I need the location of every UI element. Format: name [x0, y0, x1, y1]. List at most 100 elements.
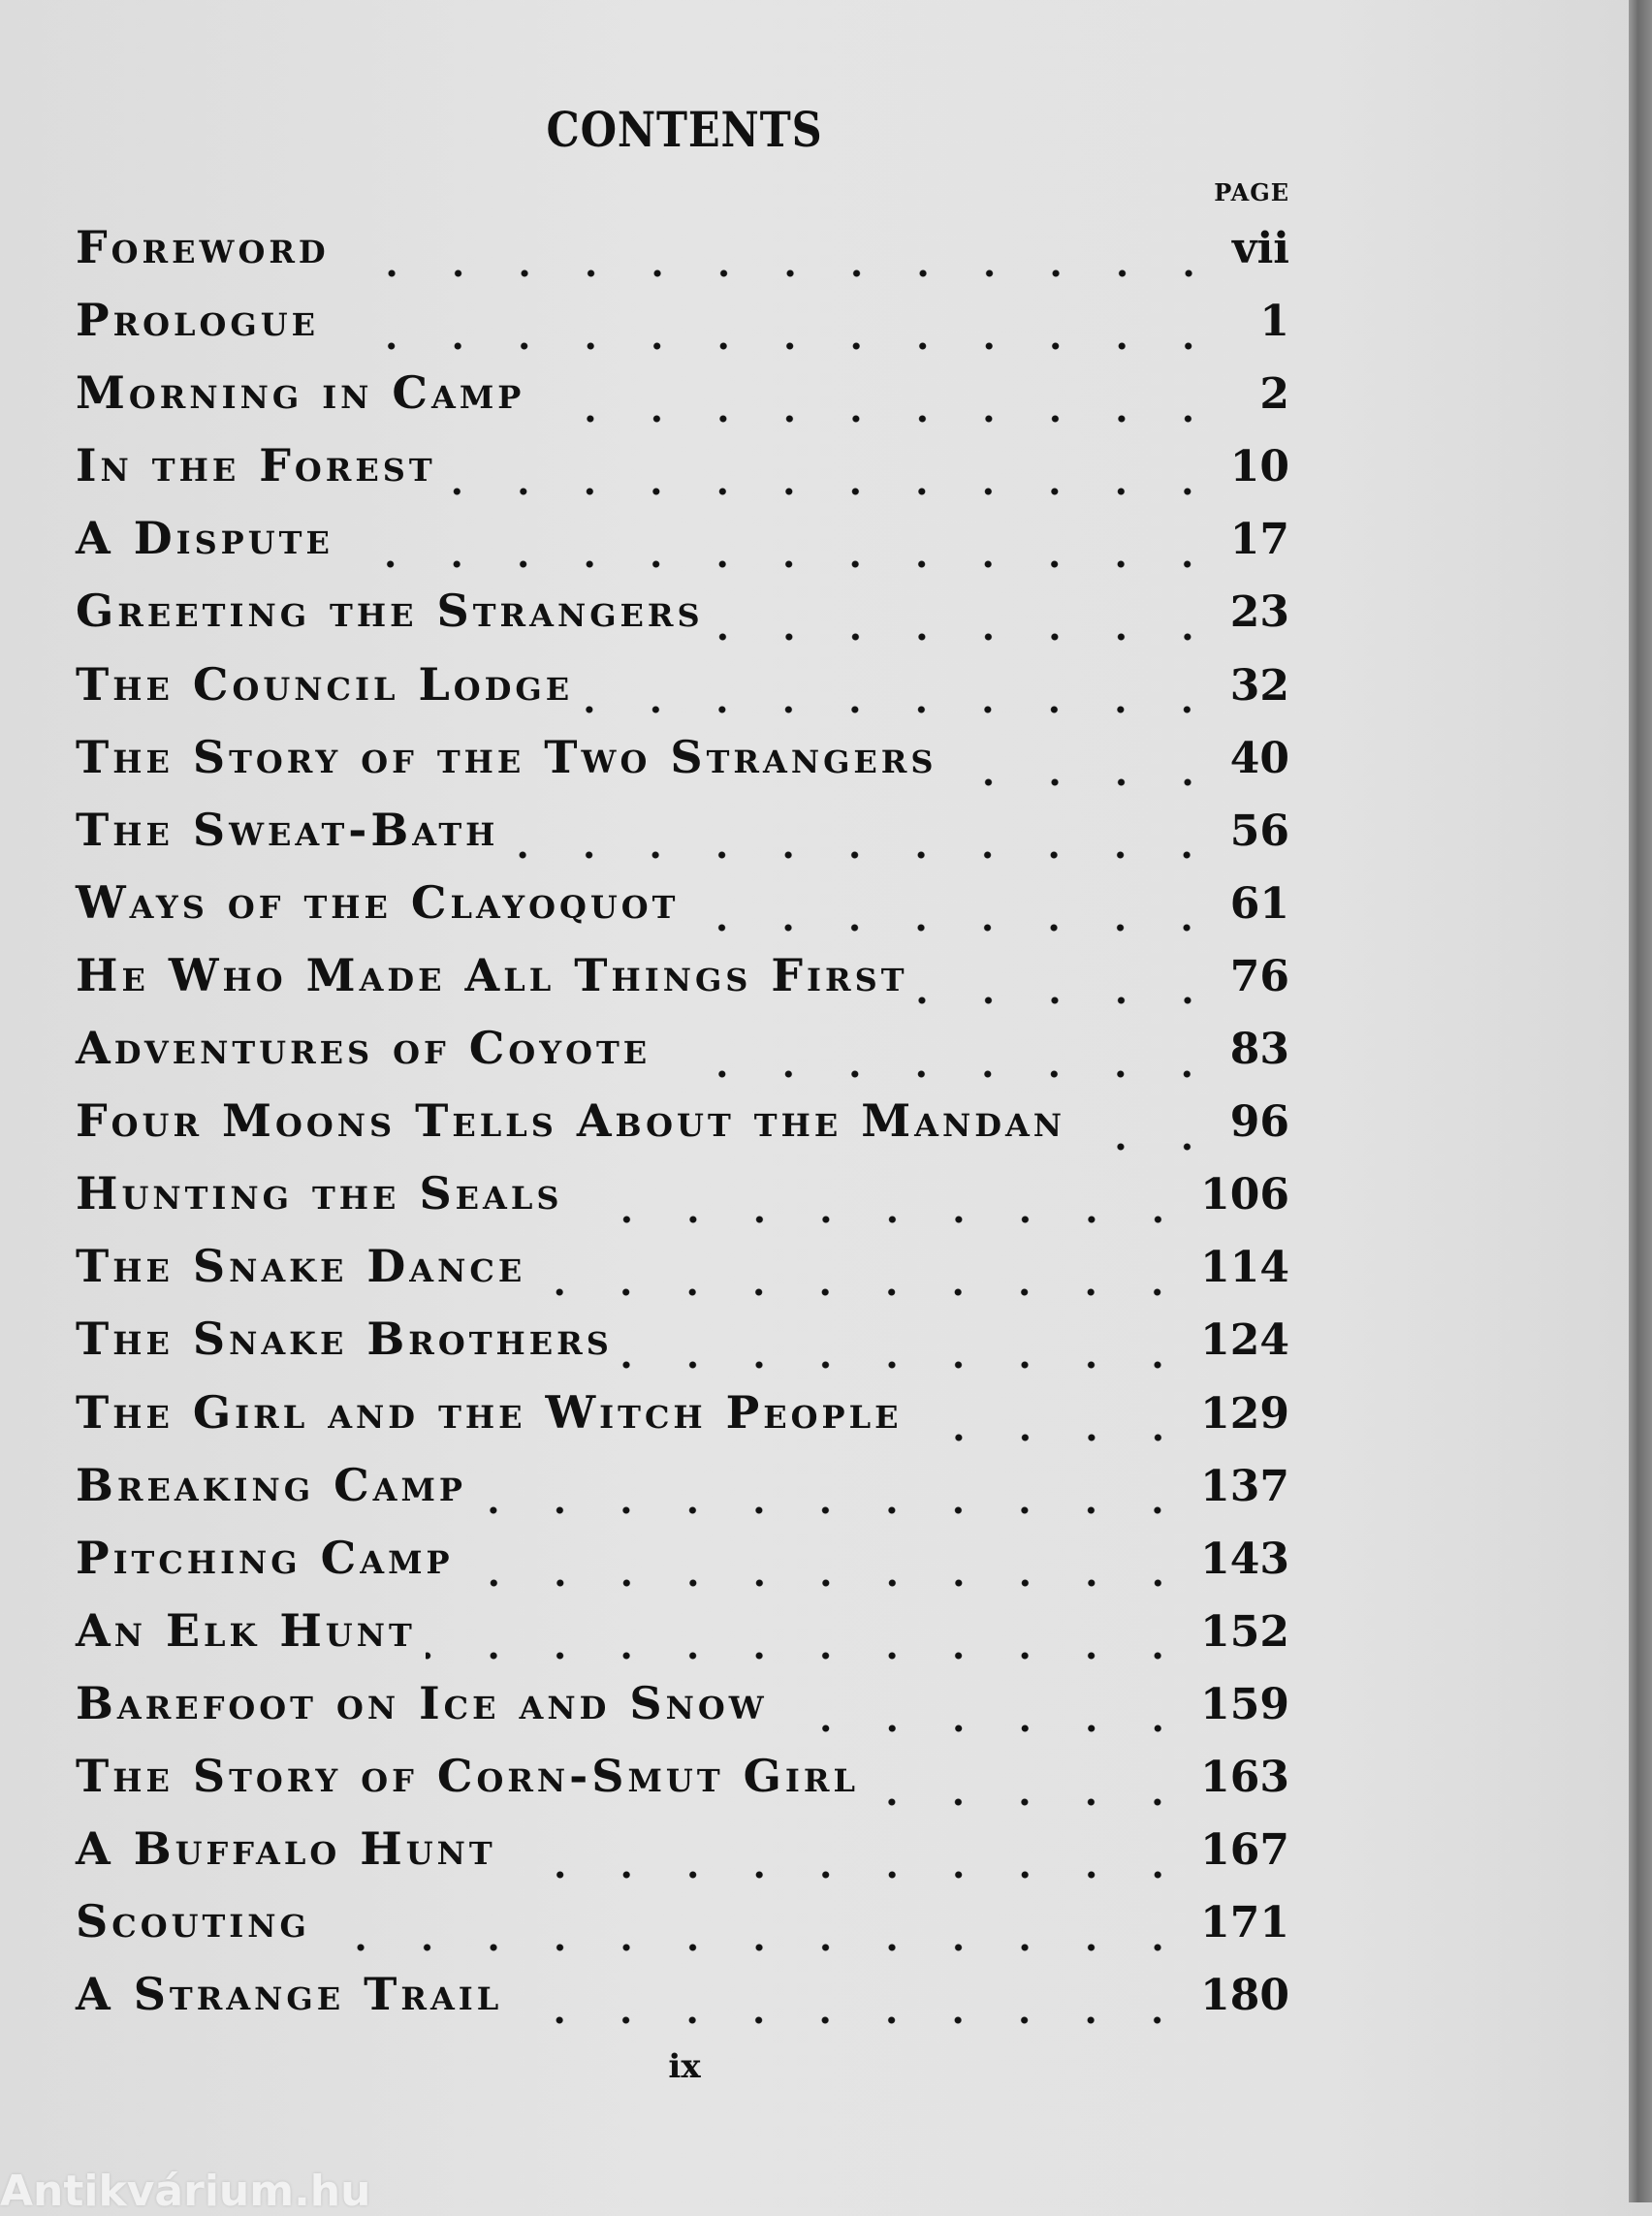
toc-entry: Ways of the Clayoquot 61 — [76, 876, 1289, 949]
entry-page: 114 — [1200, 1243, 1289, 1293]
dot-leader — [534, 413, 1222, 424]
dot-leader — [342, 558, 1221, 569]
toc-entry: The Sweat-Bath 56 — [76, 804, 1289, 876]
entry-title: The Story of Corn-Smut Girl — [76, 1749, 859, 1802]
entry-page: 159 — [1200, 1679, 1289, 1729]
entry-page: 180 — [1200, 1971, 1289, 2021]
toc-entry: Four Moons Tells About the Mandan 96 — [76, 1094, 1289, 1167]
entry-title: Barefoot on Ice and Snow — [76, 1676, 768, 1729]
dot-leader — [621, 1359, 1191, 1370]
entry-page: 76 — [1229, 951, 1289, 1001]
entry-page: 2 — [1259, 369, 1289, 420]
entry-title: Scouting — [76, 1895, 310, 1948]
dot-leader — [505, 1869, 1191, 1880]
entry-page: 129 — [1200, 1388, 1289, 1439]
table-of-contents: Foreword vii Prologue 1 Morning in Camp 2 In t… — [76, 221, 1289, 2041]
entry-title: The Snake Dance — [76, 1240, 526, 1293]
toc-entry: The Story of Corn-Smut Girl 163 — [76, 1750, 1289, 1822]
dot-leader — [512, 2014, 1191, 2025]
entry-title: The Sweat-Bath — [76, 803, 499, 856]
entry-title: The Snake Brothers — [76, 1313, 613, 1366]
dot-leader — [911, 1433, 1191, 1443]
entry-title: Hunting the Seals — [76, 1167, 563, 1220]
dot-leader — [572, 1214, 1191, 1224]
entry-page: 83 — [1229, 1025, 1289, 1075]
dot-leader — [713, 632, 1221, 643]
dot-leader — [583, 705, 1221, 715]
toc-entry: The Girl and the Witch People 129 — [76, 1386, 1289, 1459]
toc-entry: Breaking Camp 137 — [76, 1459, 1289, 1532]
entry-page: 167 — [1200, 1825, 1289, 1876]
entry-page: 171 — [1200, 1898, 1289, 1948]
toc-entry: Pitching Camp 143 — [76, 1532, 1289, 1604]
page-column-header: PAGE — [1214, 178, 1289, 206]
entry-page: 143 — [1200, 1534, 1289, 1584]
toc-entry: An Elk Hunt 152 — [76, 1604, 1289, 1677]
entry-title: An Elk Hunt — [76, 1603, 416, 1657]
entry-title: Morning in Camp — [76, 366, 525, 420]
entry-page: 124 — [1200, 1315, 1289, 1366]
dot-leader — [425, 1651, 1191, 1662]
dot-leader — [777, 1724, 1191, 1734]
entry-title: Pitching Camp — [76, 1531, 454, 1584]
entry-title: In the Forest — [76, 439, 436, 492]
dot-leader — [476, 1505, 1191, 1516]
entry-title: Prologue — [76, 294, 320, 347]
toc-entry: The Snake Dance 114 — [76, 1240, 1289, 1313]
entry-title: A Buffalo Hunt — [76, 1822, 496, 1876]
toc-entry: A Buffalo Hunt 167 — [76, 1822, 1289, 1895]
toc-entry: He Who Made All Things First 76 — [76, 949, 1289, 1022]
dot-leader — [535, 1286, 1191, 1297]
entry-page: 96 — [1229, 1097, 1289, 1148]
entry-title: The Council Lodge — [76, 657, 574, 711]
entry-page: 17 — [1229, 515, 1289, 565]
entry-title: Adventures of Coyote — [76, 1022, 651, 1075]
entry-title: A Strange Trail — [76, 1968, 503, 2021]
entry-page: 152 — [1200, 1606, 1289, 1657]
dot-leader — [462, 1578, 1191, 1589]
entry-title: Four Moons Tells About the Mandan — [76, 1094, 1066, 1148]
dot-leader — [946, 777, 1221, 788]
entry-title: The Girl and the Witch People — [76, 1385, 903, 1439]
toc-entry: Scouting 171 — [76, 1895, 1289, 1968]
entry-page: 32 — [1229, 660, 1289, 711]
entry-title: He Who Made All Things First — [76, 948, 908, 1001]
toc-entry: The Story of the Two Strangers 40 — [76, 731, 1289, 804]
toc-entry: Prologue 1 — [76, 294, 1289, 366]
entry-page: 137 — [1200, 1461, 1289, 1511]
watermark: Antikvárium.hu — [0, 2167, 371, 2216]
toc-entry: Greeting the Strangers 23 — [76, 585, 1289, 657]
entry-title: Breaking Camp — [76, 1458, 466, 1511]
entry-page: 106 — [1200, 1170, 1289, 1220]
toc-entry: Hunting the Seals 106 — [76, 1167, 1289, 1240]
toc-entry: A Dispute 17 — [76, 512, 1289, 585]
dot-leader — [869, 1796, 1191, 1807]
entry-page: 10 — [1229, 442, 1289, 492]
dot-leader — [1075, 1141, 1221, 1152]
dot-leader — [917, 996, 1221, 1006]
entry-title: A Dispute — [76, 512, 334, 565]
toc-entry: Foreword vii — [76, 221, 1289, 294]
entry-title: The Story of the Two Strangers — [76, 730, 937, 783]
entry-page: 61 — [1229, 878, 1289, 929]
page-edge — [1629, 0, 1652, 2202]
entry-page: 163 — [1200, 1752, 1289, 1802]
dot-leader — [688, 923, 1221, 934]
entry-page: 40 — [1229, 733, 1289, 783]
dot-leader — [319, 1942, 1191, 1952]
toc-entry: Morning in Camp 2 — [76, 366, 1289, 439]
toc-entry: The Council Lodge 32 — [76, 658, 1289, 731]
dot-leader — [445, 486, 1221, 496]
entry-page: vii — [1232, 224, 1289, 273]
dot-leader — [660, 1068, 1221, 1079]
toc-entry: Adventures of Coyote 83 — [76, 1022, 1289, 1094]
entry-title: Foreword — [76, 221, 330, 273]
toc-entry: A Strange Trail 180 — [76, 1968, 1289, 2041]
page-title: CONTENTS — [546, 101, 823, 158]
toc-entry: Barefoot on Ice and Snow 159 — [76, 1677, 1289, 1750]
dot-leader — [329, 340, 1222, 351]
entry-page: 23 — [1229, 587, 1289, 638]
dot-leader — [338, 268, 1222, 278]
entry-title: Ways of the Clayoquot — [76, 875, 680, 929]
toc-entry: In the Forest 10 — [76, 439, 1289, 512]
